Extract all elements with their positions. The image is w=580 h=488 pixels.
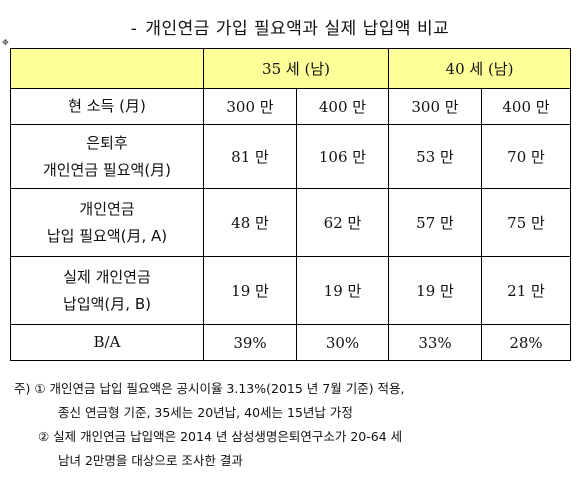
title-prefix: - [130, 19, 138, 39]
header-corner-cell [10, 48, 204, 89]
comparison-table: 35 세 (남) 40 세 (남) 현 소득 (月) 300 만 400 만 3… [10, 48, 571, 361]
table-row: 개인연금 납입 필요액(月, A) 48 만 62 만 57 만 75 만 [10, 188, 571, 257]
table-cell: 400 만 [481, 88, 571, 125]
table-cell: 300 만 [203, 88, 297, 125]
footnote-line: 남녀 2만명을 대상으로 조사한 결과 [58, 453, 243, 468]
row-label: 은퇴후 개인연금 필요액(月) [10, 124, 204, 189]
table-cell: 70 만 [481, 124, 571, 189]
page-title: - 개인연금 가입 필요액과 실제 납입액 비교 [0, 14, 580, 39]
row-label: B/A [10, 324, 204, 361]
table-cell: 75 만 [481, 188, 571, 257]
table-cell: 300 만 [388, 88, 482, 125]
table-cell: 19 만 [203, 256, 297, 325]
table-cell: 19 만 [388, 256, 482, 325]
table-cell: 30% [296, 324, 389, 361]
table-row: 은퇴후 개인연금 필요액(月) 81 만 106 만 53 만 70 만 [10, 124, 571, 189]
table-cell: 106 만 [296, 124, 389, 189]
table-cell: 28% [481, 324, 571, 361]
row-label: 개인연금 납입 필요액(月, A) [10, 188, 204, 257]
table-anchor-icon: ✥ [2, 38, 9, 47]
table-row: 현 소득 (月) 300 만 400 만 300 만 400 만 [10, 88, 571, 125]
table-header-row: 35 세 (남) 40 세 (남) [10, 48, 571, 89]
table-cell: 48 만 [203, 188, 297, 257]
header-group-35: 35 세 (남) [203, 48, 389, 89]
footnote-line: ② 실제 개인연금 납입액은 2014 년 삼성생명은퇴연구소가 20-64 세 [38, 429, 403, 444]
table-cell: 57 만 [388, 188, 482, 257]
table-cell: 19 만 [296, 256, 389, 325]
row-label: 현 소득 (月) [10, 88, 204, 125]
table-cell: 400 만 [296, 88, 389, 125]
row-label: 실제 개인연금 납입액(月, B) [10, 256, 204, 325]
footnote-line: 주) ① 개인연금 납입 필요액은 공시이율 3.13%(2015 년 7월 기… [14, 381, 405, 396]
header-group-40: 40 세 (남) [388, 48, 571, 89]
table-cell: 53 만 [388, 124, 482, 189]
table-cell: 62 만 [296, 188, 389, 257]
table-row: 실제 개인연금 납입액(月, B) 19 만 19 만 19 만 21 만 [10, 256, 571, 325]
table-cell: 33% [388, 324, 482, 361]
footnotes: 주) ① 개인연금 납입 필요액은 공시이율 3.13%(2015 년 7월 기… [14, 377, 574, 473]
table-row: B/A 39% 30% 33% 28% [10, 324, 571, 361]
table-cell: 39% [203, 324, 297, 361]
title-text: 개인연금 가입 필요액과 실제 납입액 비교 [145, 19, 450, 39]
footnote-line: 종신 연금형 기준, 35세는 20년납, 40세는 15년납 가정 [58, 405, 353, 420]
table-cell: 81 만 [203, 124, 297, 189]
table-cell: 21 만 [481, 256, 571, 325]
